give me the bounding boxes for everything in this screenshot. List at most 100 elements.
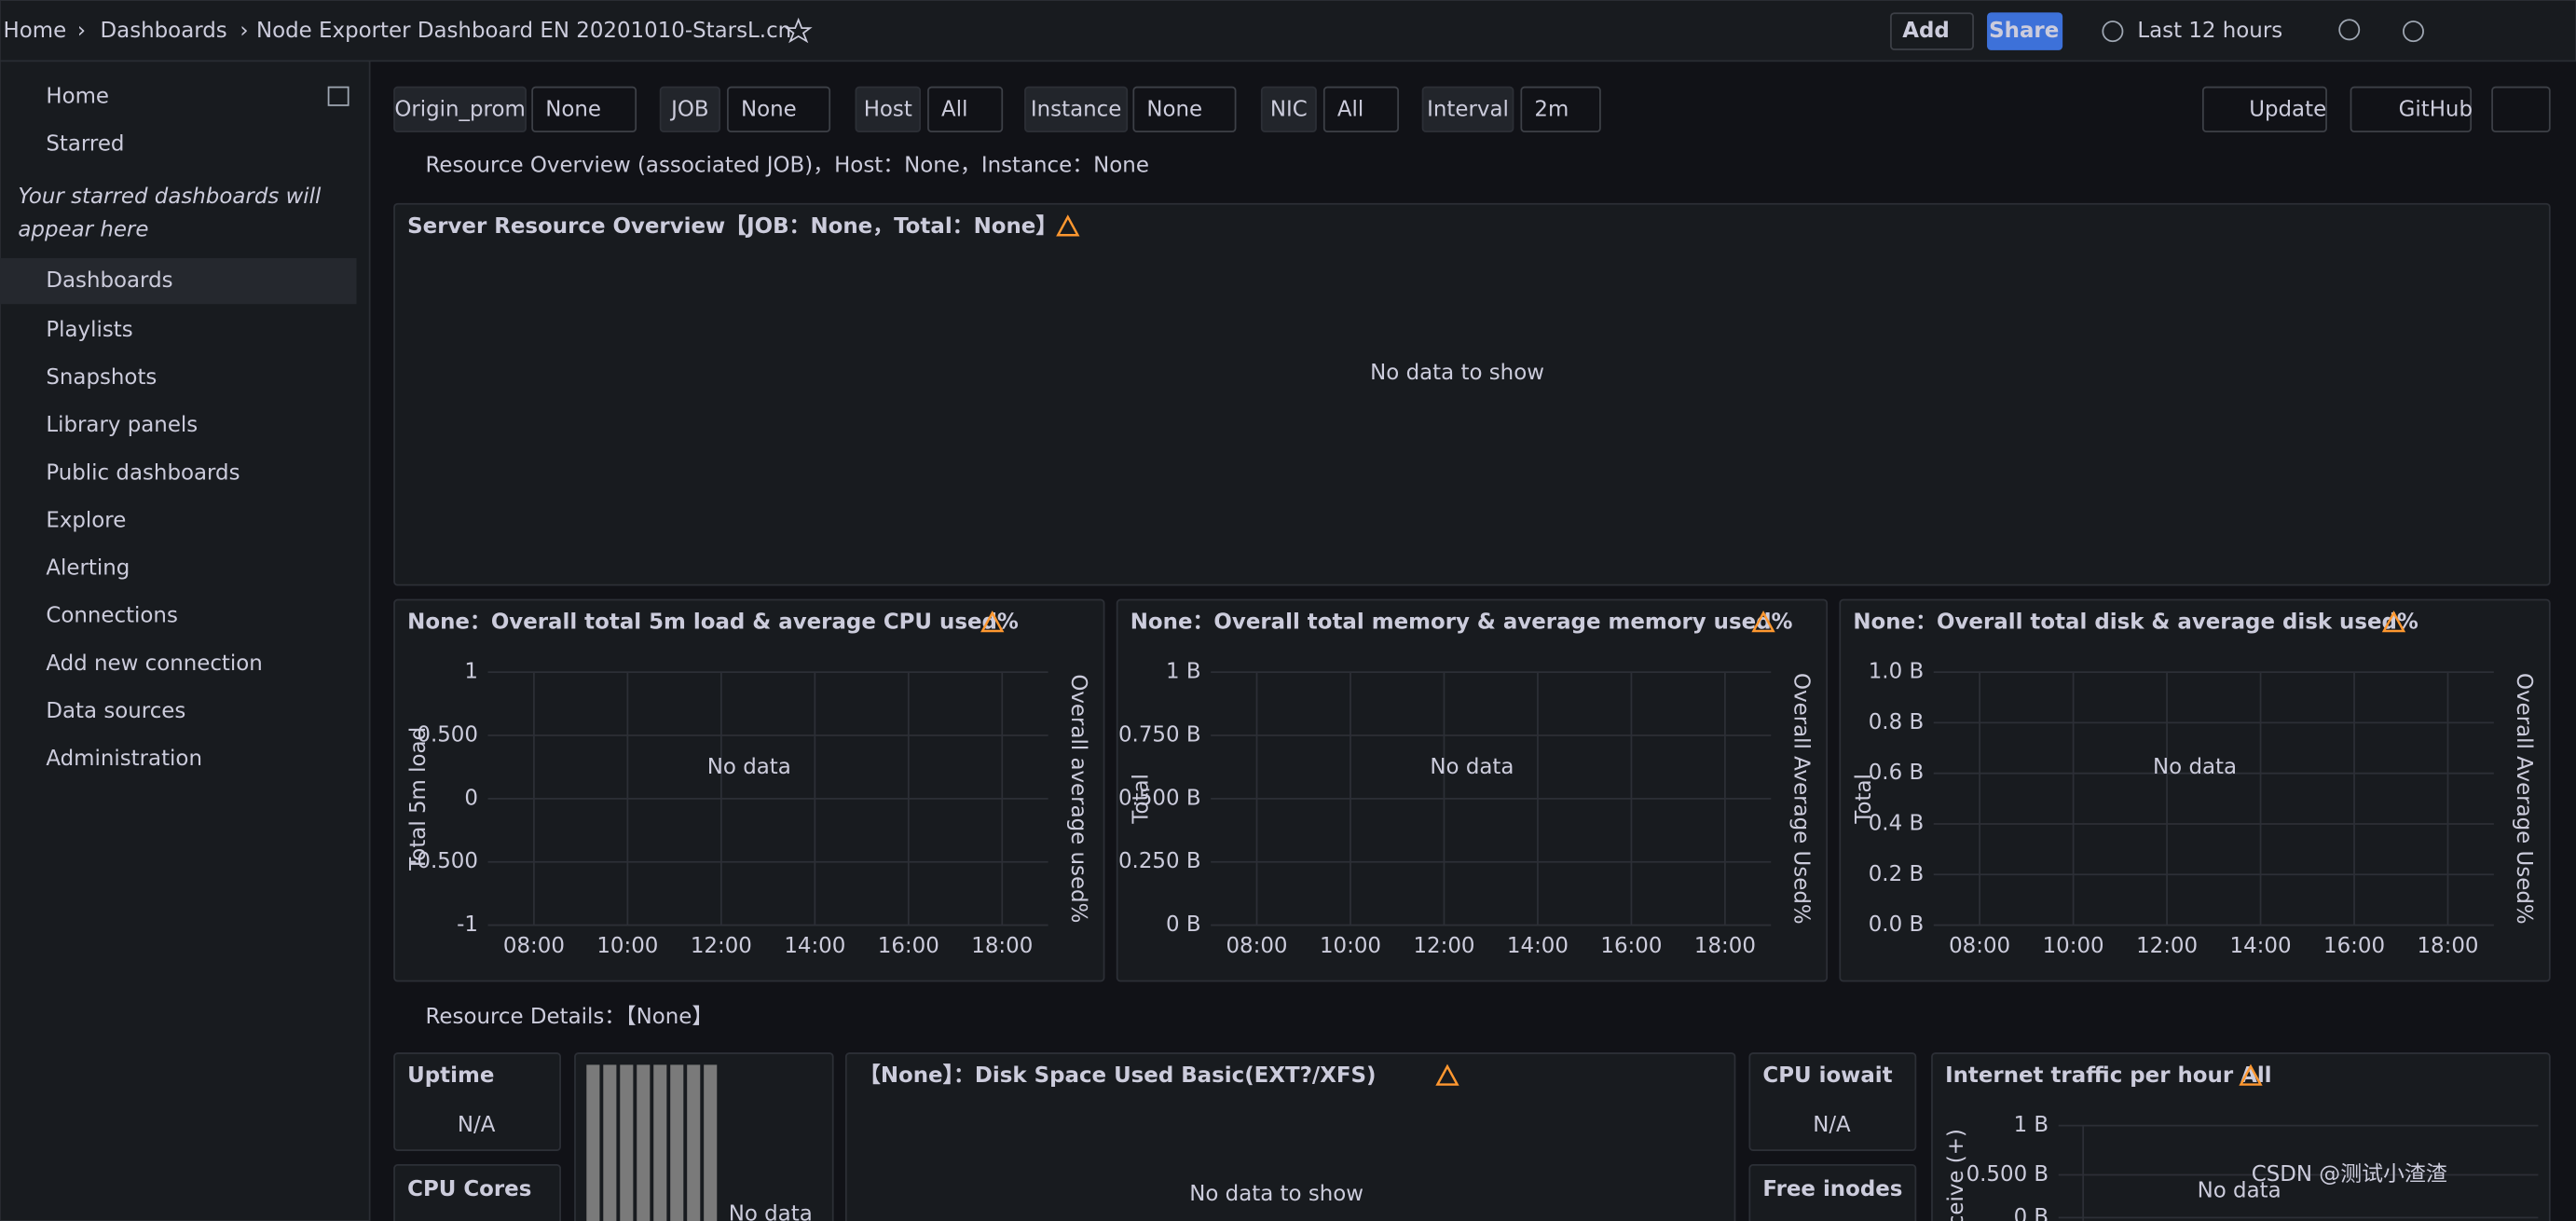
y-axis-label: Total: [1130, 774, 1154, 825]
x-tick-label: 14:00: [2230, 934, 2292, 958]
separator: ›: [240, 19, 248, 43]
variable-label-box: [393, 86, 527, 133]
add-label: Add: [1902, 19, 1950, 43]
x-tick-label: 08:00: [1226, 934, 1287, 958]
chart-panel: [1931, 1052, 2551, 1221]
y-tick-label: 1 B: [1166, 660, 1201, 684]
update-label: Update: [2249, 98, 2326, 122]
warning-icon: [1751, 610, 1775, 633]
stat-value: N/A: [458, 1113, 496, 1137]
breadcrumb: Node Exporter Dashboard EN 20201010-Star…: [256, 19, 791, 43]
nav-subitem[interactable]: Snapshots: [46, 365, 157, 390]
y-axis-label: Receive (+): [1944, 1129, 1968, 1221]
nav-item[interactable]: Connections: [46, 604, 178, 628]
variable-select[interactable]: [927, 86, 1004, 133]
warning-icon: [1435, 1063, 1459, 1086]
x-tick-label: 12:00: [1413, 934, 1474, 958]
gauge-bar: [637, 1064, 651, 1221]
variable-select[interactable]: [1520, 86, 1601, 133]
x-tick-label: 12:00: [2136, 934, 2198, 958]
variable-value: None: [545, 98, 601, 122]
x-tick-label: 12:00: [691, 934, 752, 958]
y-tick-label: 0.0 B: [1869, 912, 1924, 937]
time-range[interactable]: Last 12 hours: [2137, 19, 2282, 43]
variable-value: All: [941, 98, 967, 122]
nav-subitem[interactable]: Add new connection: [46, 652, 262, 676]
warning-icon: [2239, 1063, 2263, 1086]
nav-item[interactable]: Administration: [46, 747, 202, 771]
y-tick-label: 0.750 B: [1118, 722, 1201, 747]
nav-subitem[interactable]: Public dashboards: [46, 460, 240, 485]
y-tick-label: 0.4 B: [1869, 811, 1924, 835]
no-data-message: No data to show: [1370, 361, 1544, 385]
row-title[interactable]: Resource Details：【None】: [426, 1005, 714, 1029]
panel-title: Free inodes: [1762, 1177, 1902, 1201]
variable-value: None: [741, 98, 797, 122]
panel-title: None：Overall total memory & average memo…: [1130, 610, 1793, 635]
variable-label: Host: [864, 98, 912, 122]
separator: ›: [77, 19, 86, 43]
nav-item[interactable]: Starred: [46, 132, 124, 157]
y-tick-label: 0.500 B: [1966, 1162, 2049, 1187]
y-tick-label: 0 B: [1166, 912, 1201, 937]
variable-label: Instance: [1031, 98, 1121, 122]
breadcrumb[interactable]: Dashboards: [101, 19, 227, 43]
no-data-message: No data to show: [1189, 1182, 1363, 1206]
zoom-icon[interactable]: [2338, 19, 2361, 41]
refresh-icon[interactable]: [2403, 21, 2424, 43]
active-item-bg: [0, 257, 357, 305]
y-tick-label: 0.2 B: [1869, 862, 1924, 886]
nav-subitem[interactable]: Playlists: [46, 318, 132, 342]
share-label: Share: [1989, 19, 2059, 43]
x-tick-label: 18:00: [971, 934, 1033, 958]
no-data-message: No data: [707, 755, 791, 779]
variable-label-box: [1421, 86, 1514, 133]
y-tick-label: 0.6 B: [1869, 761, 1924, 785]
no-data-message: No data: [1430, 755, 1514, 779]
github-button[interactable]: [2350, 86, 2473, 133]
variable-select[interactable]: [727, 86, 831, 133]
row-title[interactable]: Resource Overview (associated JOB)，Host：…: [426, 154, 1149, 178]
clock-icon: [2102, 21, 2124, 43]
nav-item[interactable]: Dashboards: [46, 268, 172, 293]
dock-icon[interactable]: [327, 86, 349, 106]
x-tick-label: 16:00: [2323, 934, 2385, 958]
starred-note: Your starred dashboards will: [18, 185, 322, 209]
nav-item[interactable]: Explore: [46, 508, 126, 532]
variable-label: JOB: [669, 98, 708, 122]
panel: [393, 202, 2551, 586]
variable-value: None: [1146, 98, 1202, 122]
y-tick-label: -0.500: [409, 849, 478, 873]
nav-item[interactable]: Home: [46, 85, 109, 109]
breadcrumb[interactable]: Home: [4, 19, 67, 43]
y-tick-label: -1: [457, 912, 478, 937]
variable-select[interactable]: [531, 86, 637, 133]
share-button[interactable]: [1987, 12, 2063, 50]
variable-select[interactable]: [1132, 86, 1237, 133]
stat-panel: [393, 1052, 561, 1151]
panel-title: Server Resource Overview【JOB：None，Total：…: [407, 214, 1057, 239]
variable-label: Interval: [1427, 98, 1509, 122]
gauge-bar: [620, 1064, 634, 1221]
sidebar: [0, 60, 371, 1221]
gauge-bar: [704, 1064, 718, 1221]
menu-button[interactable]: [2491, 86, 2551, 133]
nav-item[interactable]: Alerting: [46, 556, 130, 581]
update-button[interactable]: [2201, 86, 2327, 133]
nav-subitem[interactable]: Data sources: [46, 699, 185, 723]
stat-panel: [393, 1164, 561, 1221]
nav-subitem[interactable]: Library panels: [46, 413, 198, 437]
y-axis-label: Total 5m load: [406, 727, 431, 871]
y-tick-label: 1 B: [2014, 1113, 2049, 1137]
top-bar: [0, 0, 2576, 62]
y2-axis-label: Overall average used%: [1066, 674, 1090, 923]
add-button[interactable]: [1890, 12, 1974, 50]
variable-label-box: [1024, 86, 1129, 133]
star-icon[interactable]: [784, 17, 813, 44]
chart-panel: [393, 598, 1105, 982]
x-tick-label: 10:00: [596, 934, 658, 958]
y-axis-label: Total: [1852, 774, 1876, 825]
variable-select[interactable]: [1322, 86, 1399, 133]
